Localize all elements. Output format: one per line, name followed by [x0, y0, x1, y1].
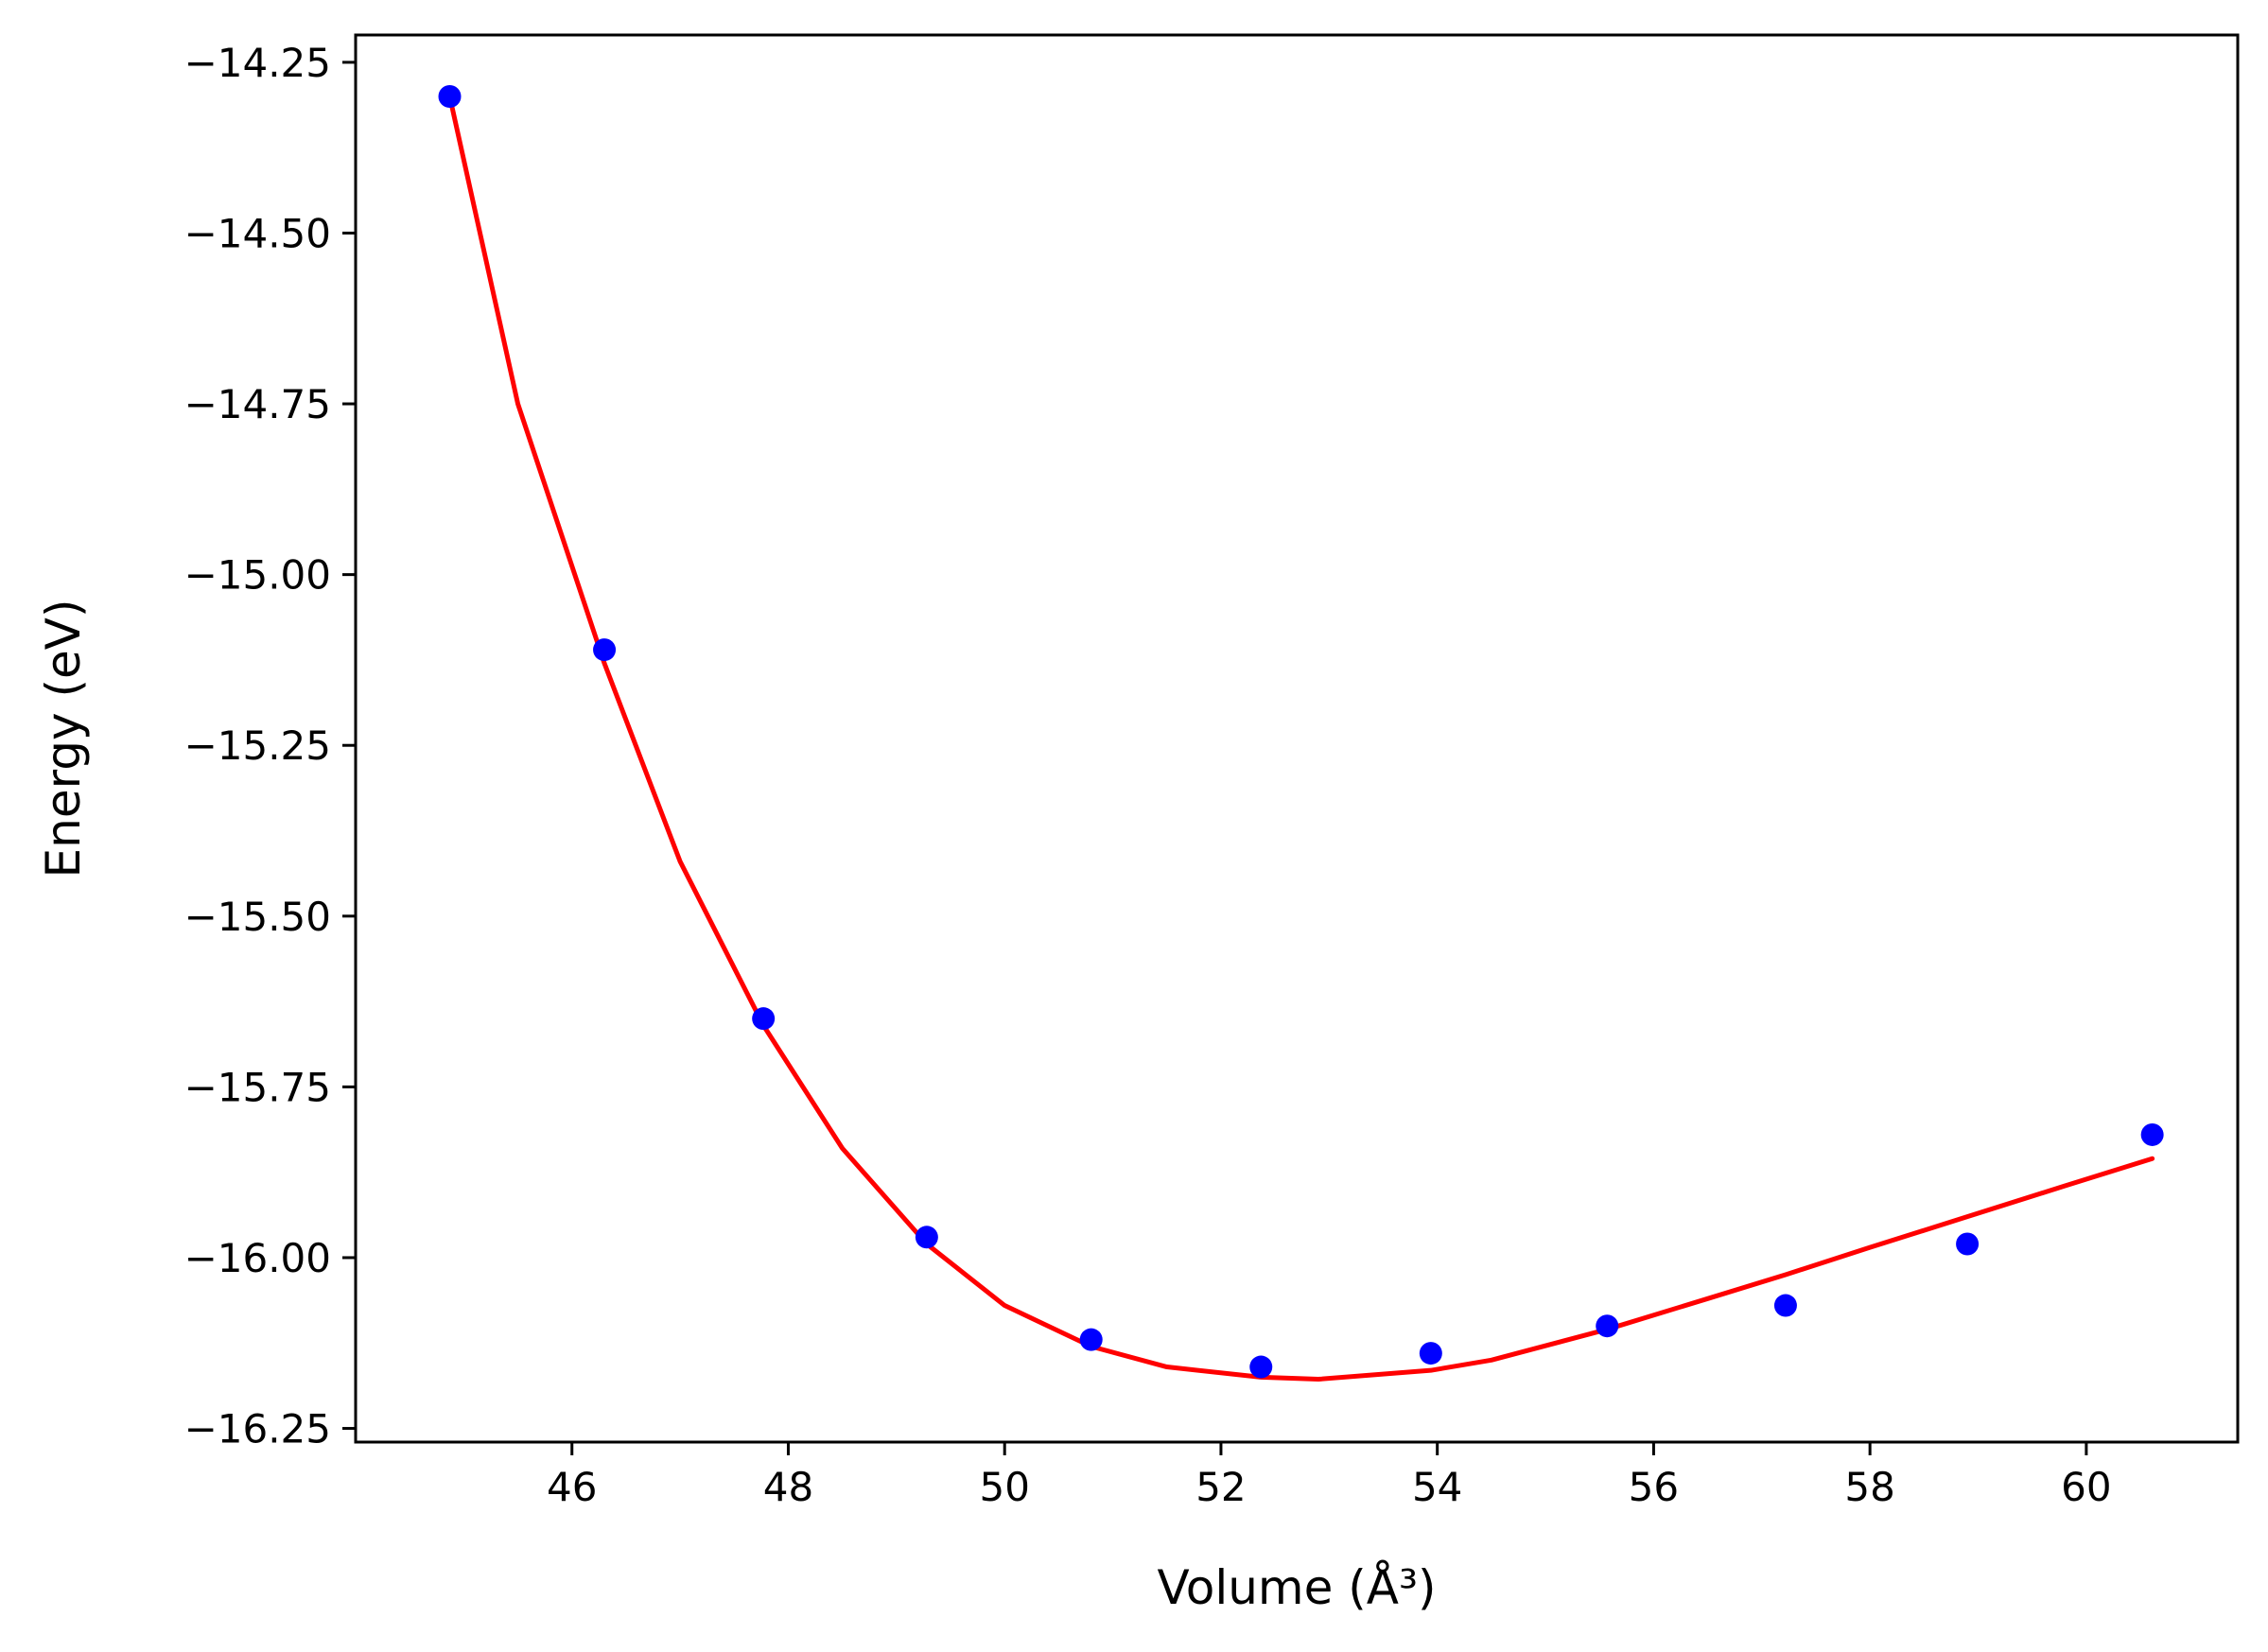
x-tick-label: 50	[979, 1464, 1029, 1510]
y-tick-label: −16.25	[184, 1406, 331, 1452]
x-tick-label: 56	[1629, 1464, 1679, 1510]
y-tick-label: −15.00	[184, 552, 331, 599]
data-point	[2140, 1122, 2164, 1146]
y-axis: −14.25 −14.50 −14.75 −15.00 −15.25 −15.50 −15.…	[184, 40, 356, 1452]
x-axis-label: Volume (Å³)	[1157, 1560, 1436, 1615]
data-point	[1419, 1342, 1442, 1365]
y-tick-label: −16.00	[184, 1235, 331, 1281]
y-tick-label: −15.50	[184, 894, 331, 940]
x-tick-label: 48	[763, 1464, 813, 1510]
data-point	[1773, 1294, 1797, 1317]
y-tick-label: −14.75	[184, 381, 331, 427]
y-axis-label: Energy (eV)	[36, 600, 91, 878]
data-point	[1079, 1328, 1103, 1351]
data-point	[752, 1007, 776, 1031]
plot-frame	[354, 33, 2240, 1444]
data-point	[593, 638, 617, 662]
data-point	[1596, 1314, 1619, 1338]
data-point	[1956, 1232, 1980, 1256]
fit-curve	[447, 94, 2155, 1382]
x-tick-label: 60	[2061, 1464, 2111, 1510]
y-tick-label: −15.75	[184, 1064, 331, 1110]
data-point	[1249, 1355, 1273, 1379]
plot-area	[438, 85, 2164, 1382]
x-tick-label: 46	[547, 1464, 597, 1510]
data-point	[438, 85, 462, 109]
data-point	[915, 1226, 938, 1249]
y-tick-label: −14.50	[184, 210, 331, 256]
y-tick-label: −14.25	[184, 40, 331, 86]
x-tick-label: 58	[1844, 1464, 1894, 1510]
x-tick-label: 54	[1412, 1464, 1462, 1510]
x-axis: 46 48 50 52 54 56 58 60	[547, 1442, 2112, 1510]
x-tick-label: 52	[1195, 1464, 1246, 1510]
y-tick-label: −15.25	[184, 722, 331, 769]
